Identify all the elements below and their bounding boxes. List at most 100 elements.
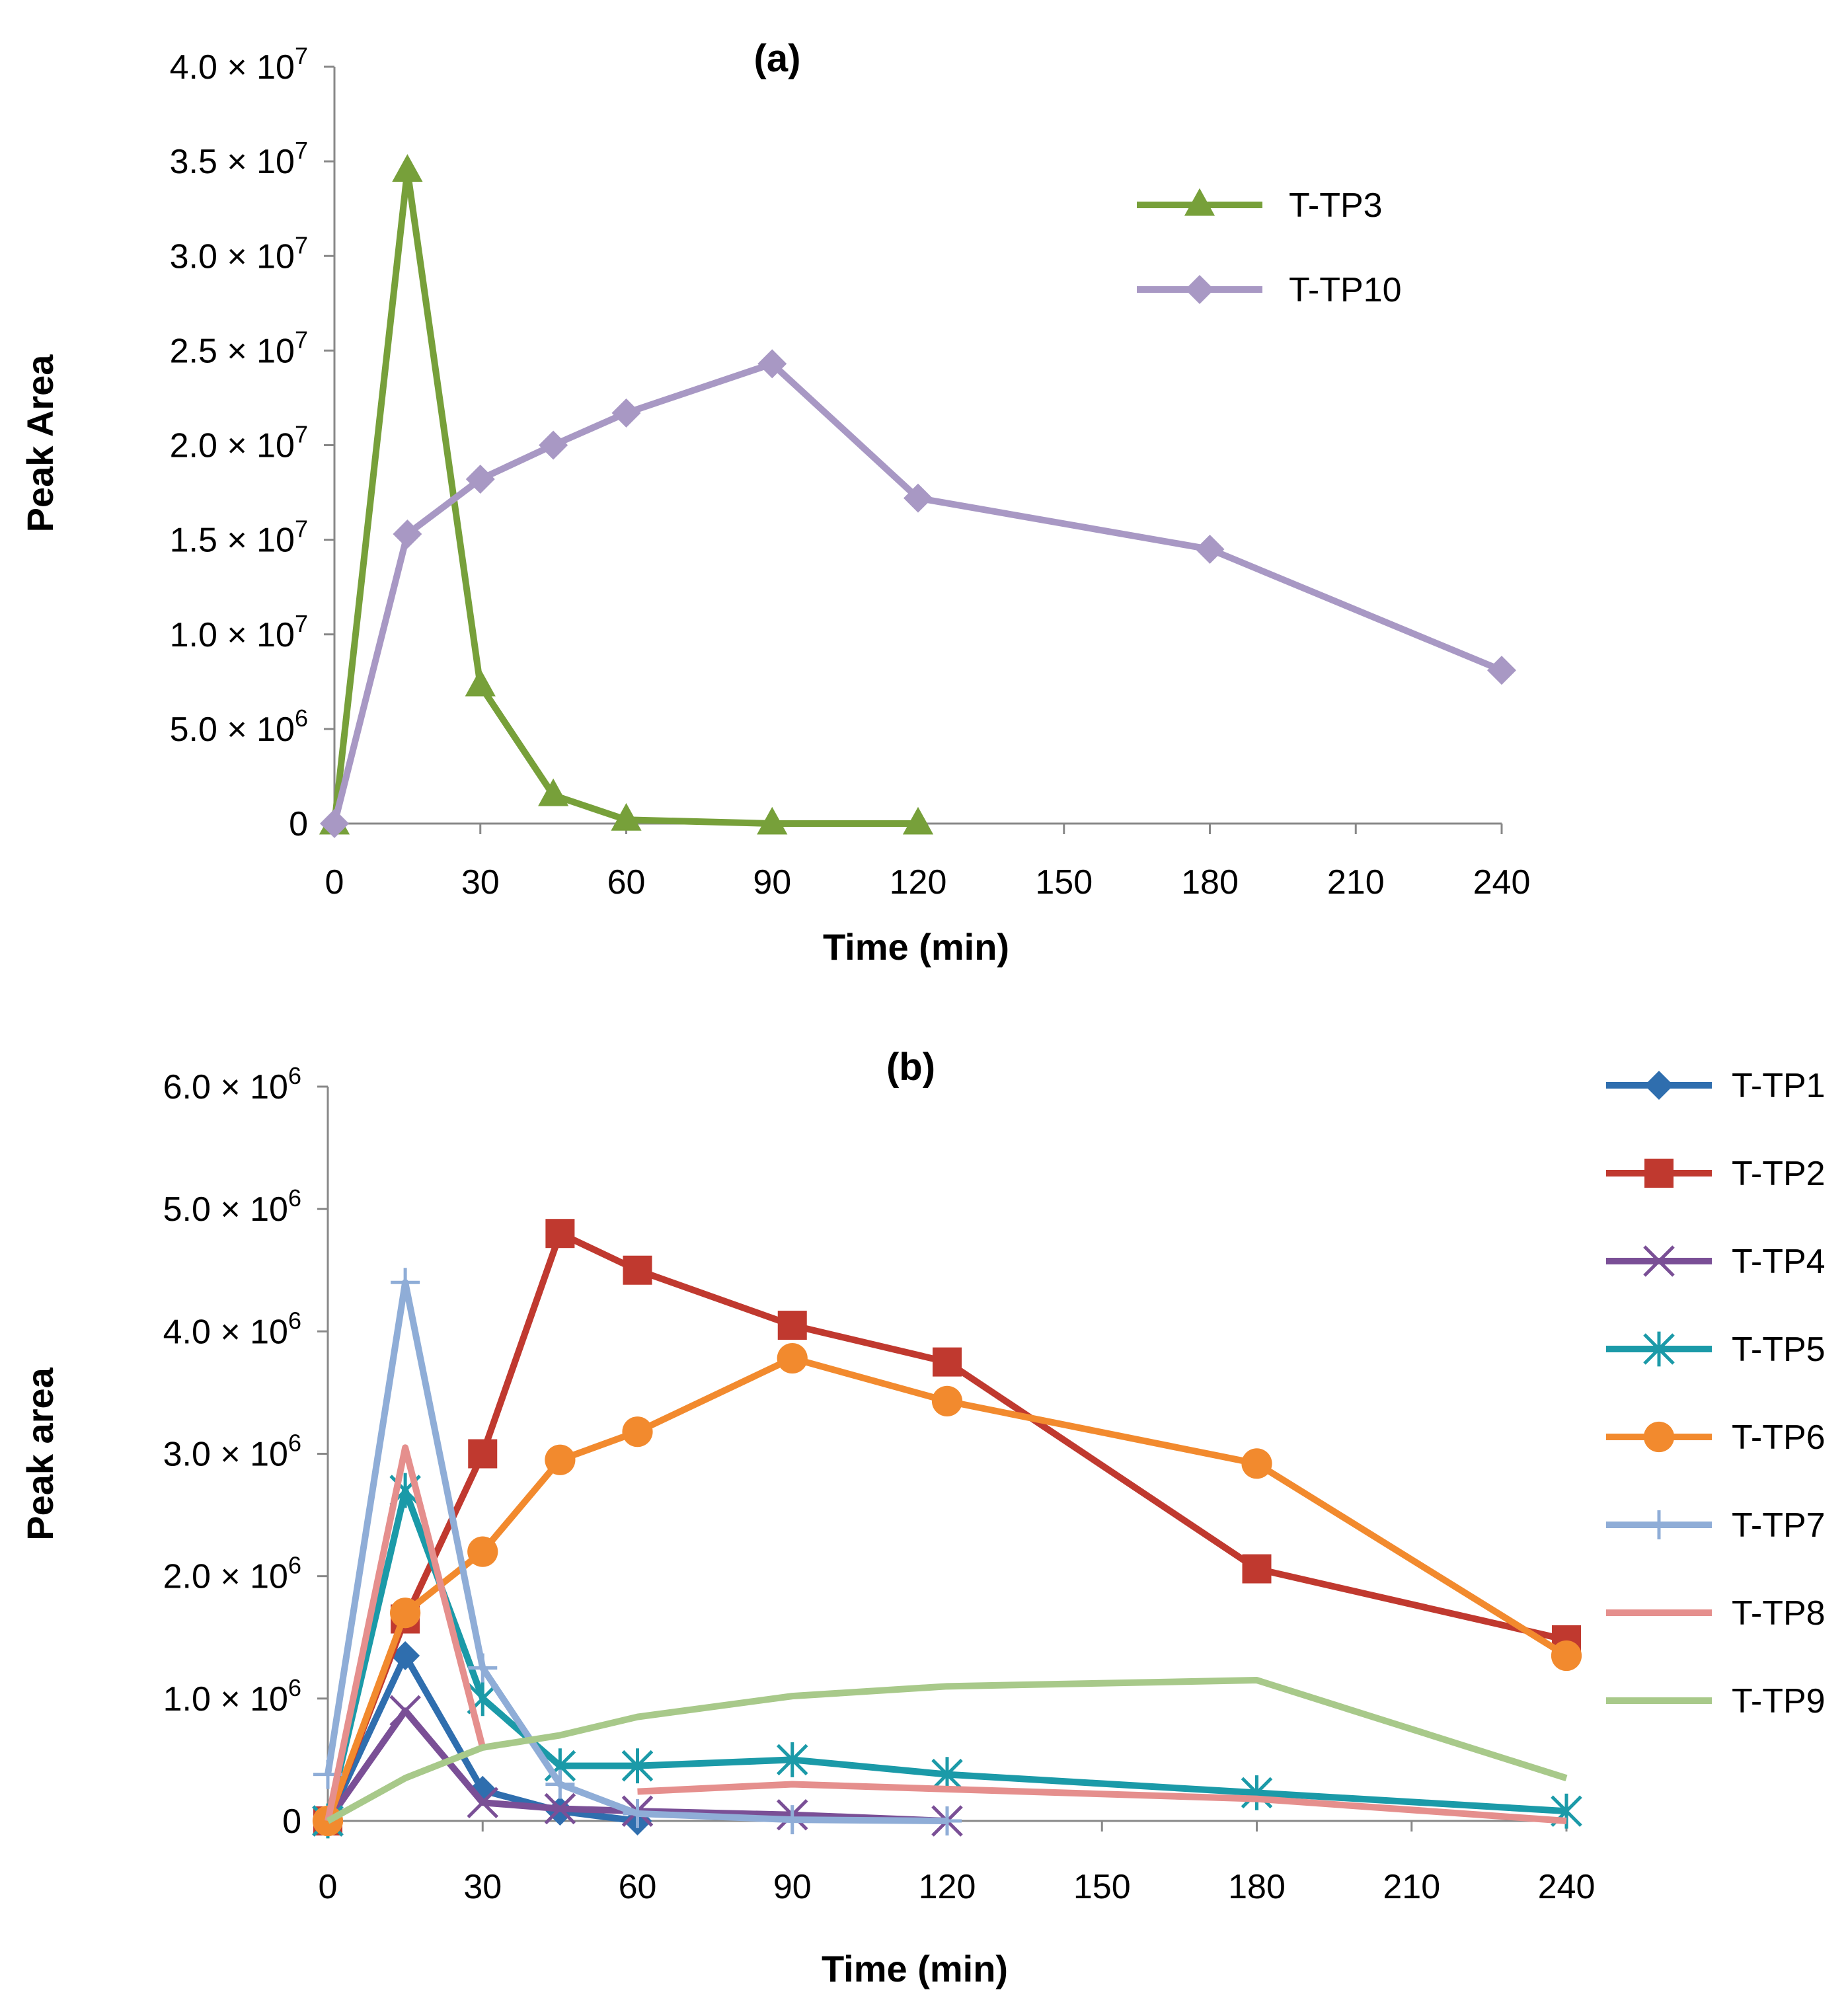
data-point [757, 806, 788, 835]
chart-panel-b: (b) 0 1.0 × 106 2.0 × 106 3.0 × 106 4.0 × 106… [19, 1046, 1826, 1989]
data-point [393, 520, 422, 549]
legend-label: T-TP10 [1289, 271, 1402, 309]
x-tick-label: 180 [1181, 863, 1239, 902]
legend-marker [1184, 188, 1215, 216]
data-point [545, 1769, 575, 1799]
x-tick-label: 0 [319, 1868, 338, 1906]
y-tick-label: 3.0 × 106 [163, 1430, 301, 1474]
y-tick-label: 1.5 × 107 [170, 516, 308, 560]
legend-item: T-TP10 [1137, 271, 1402, 309]
y-tick-label: 4.0 × 106 [163, 1307, 301, 1351]
y-tick-label: 0 [282, 1802, 301, 1841]
series-t-tp9 [326, 1677, 1568, 1824]
data-point [390, 1598, 421, 1629]
x-tick-label: 150 [1035, 863, 1093, 902]
data-point [1551, 1640, 1582, 1672]
legend-marker [1643, 1245, 1675, 1277]
legend-label: T-TP5 [1732, 1331, 1826, 1369]
y-tick-label: 2.0 × 106 [163, 1552, 301, 1596]
chart-title: (a) [754, 37, 801, 80]
legend-item: T-TP1 [1606, 1067, 1826, 1105]
data-point [902, 806, 934, 835]
data-point [468, 1653, 498, 1683]
legend-marker [1644, 1510, 1674, 1539]
legend-marker [1643, 1421, 1675, 1453]
legend-label: T-TP8 [1732, 1594, 1826, 1633]
data-point [392, 154, 423, 182]
data-point [611, 398, 641, 428]
x-tick-label: 240 [1473, 863, 1531, 902]
series-line [637, 1781, 1567, 1824]
x-tick-label: 240 [1538, 1868, 1596, 1906]
legend-label: T-TP6 [1732, 1418, 1826, 1457]
y-tick-label: 5.0 × 106 [163, 1184, 301, 1229]
legend-item: T-TP8 [1606, 1594, 1826, 1633]
legend-label: T-TP4 [1732, 1243, 1826, 1281]
x-tick-label: 120 [890, 863, 947, 902]
data-point [1195, 534, 1225, 564]
data-point [389, 1695, 421, 1727]
legend-label: T-TP2 [1732, 1155, 1826, 1193]
data-point [933, 1806, 962, 1835]
series-line [325, 1444, 486, 1822]
data-point [623, 1798, 652, 1828]
x-tick-label: 90 [773, 1868, 812, 1906]
data-point [544, 1793, 576, 1825]
legend-marker [1185, 275, 1214, 304]
data-point [776, 1742, 808, 1777]
series-line [331, 360, 1503, 825]
data-point [931, 1385, 963, 1416]
y-tick-label: 2.5 × 107 [170, 326, 308, 370]
x-axis-title: Time (min) [822, 1948, 1008, 1989]
series-line [326, 1677, 1568, 1824]
y-tick-label: 1.0 × 107 [170, 610, 308, 654]
chart-title: (b) [886, 1046, 935, 1089]
data-point [465, 465, 495, 494]
data-point [621, 1748, 654, 1784]
data-point [757, 349, 787, 379]
y-tick-label: 3.0 × 107 [170, 231, 308, 276]
y-tick-label: 6.0 × 106 [163, 1062, 301, 1106]
legend-item: T-TP9 [1606, 1682, 1826, 1720]
data-point [320, 809, 349, 838]
y-tick-label: 4.0 × 107 [170, 42, 308, 87]
series-t-tp3 [319, 154, 934, 835]
series-line [325, 1230, 1568, 1822]
data-point [611, 802, 642, 831]
y-tick-label: 1.0 × 106 [163, 1674, 301, 1718]
data-point [623, 1255, 652, 1285]
legend-label: T-TP1 [1732, 1067, 1826, 1105]
legend-item: T-TP6 [1606, 1418, 1826, 1457]
data-point [933, 1347, 962, 1377]
chart-panel-a: (a) 0 5.0 × 106 1.0 × 107 1.5 × 107 2.0 × 107… [19, 37, 1530, 968]
legend-item: T-TP4 [1606, 1243, 1826, 1281]
x-tick-label: 60 [619, 1868, 657, 1906]
y-tick-label: 3.5 × 107 [170, 137, 308, 181]
y-tick-label: 2.0 × 107 [170, 421, 308, 465]
data-point [539, 430, 568, 460]
data-point [467, 1536, 498, 1567]
data-point [1487, 656, 1516, 685]
data-point [777, 1311, 807, 1340]
data-point [391, 1641, 420, 1671]
data-point [545, 1219, 575, 1249]
legend-label: T-TP3 [1289, 186, 1383, 225]
series-t-tp10 [320, 349, 1516, 838]
y-axis-title: Peak area [19, 1367, 61, 1540]
data-point [465, 668, 496, 697]
y-axis-title: Peak Area [19, 354, 61, 533]
legend-item: T-TP7 [1606, 1506, 1826, 1545]
data-point [777, 1805, 807, 1835]
series-line [325, 1355, 1568, 1822]
x-tick-label: 0 [325, 863, 344, 902]
legend-label: T-TP9 [1732, 1682, 1826, 1720]
series-t-tp8 [325, 1444, 1567, 1824]
data-point [545, 1444, 576, 1475]
y-tick-label: 5.0 × 106 [170, 705, 308, 749]
x-tick-label: 210 [1327, 863, 1385, 902]
x-tick-label: 30 [461, 863, 500, 902]
series-line [331, 167, 918, 827]
legend-item: T-TP3 [1137, 186, 1383, 225]
data-point [1241, 1448, 1272, 1479]
